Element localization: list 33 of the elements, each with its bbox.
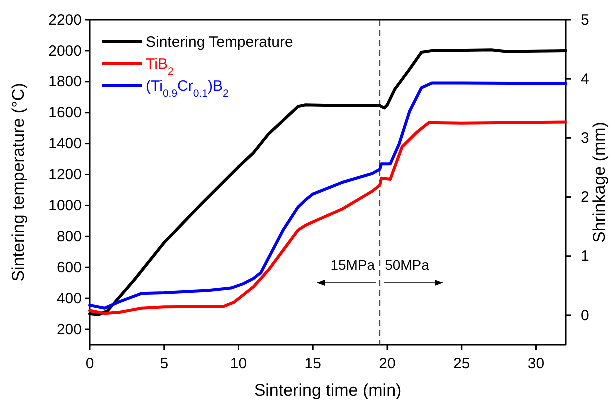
- y-tick-label: 1200: [48, 166, 82, 184]
- x-tick-label: 10: [230, 356, 248, 373]
- y-tick-label: 600: [56, 259, 82, 276]
- y-tick-label: 1400: [48, 136, 82, 153]
- y2-axis-title: Shrinkage (mm): [590, 122, 609, 243]
- annotation: 50MPa: [385, 257, 430, 273]
- y-tick-label: 2200: [48, 12, 82, 29]
- legend-label: (Ti$_{0.9}$Cr$_{0.1}$)B$_{2}$: [146, 78, 229, 100]
- x-tick-label: 5: [160, 356, 169, 373]
- y-axis-title: Sintering temperature (°C): [9, 83, 28, 282]
- annotation: 15MPa: [330, 257, 376, 273]
- legend-label: TiB$_{2}$: [146, 56, 174, 78]
- x-tick-label: 15: [304, 356, 322, 373]
- x-tick-label: 25: [454, 356, 470, 373]
- y2-tick-label: 0: [581, 307, 590, 324]
- y-tick-label: 1000: [48, 198, 82, 215]
- x-tick-label: 20: [379, 356, 396, 373]
- legend-label: Sintering Temperature: [146, 34, 294, 51]
- y-tick-label: 800: [56, 228, 82, 246]
- x-tick-label: 0: [86, 356, 94, 373]
- y2-tick-label: 1: [581, 248, 590, 266]
- y-tick-label: 400: [56, 290, 82, 308]
- y2-tick-label: 5: [581, 12, 590, 29]
- y2-tick-label: 2: [581, 189, 590, 206]
- y-tick-label: 1600: [48, 104, 82, 122]
- x-axis-title: Sintering time (min): [254, 381, 402, 400]
- y-tick-label: 200: [56, 321, 82, 338]
- y2-tick-label: 3: [581, 130, 590, 147]
- y2-tick-label: 4: [581, 70, 590, 88]
- x-tick-label: 30: [528, 356, 545, 373]
- y-tick-label: 2000: [48, 42, 82, 60]
- line-series: [88, 120, 568, 316]
- y-tick-label: 1800: [48, 74, 82, 91]
